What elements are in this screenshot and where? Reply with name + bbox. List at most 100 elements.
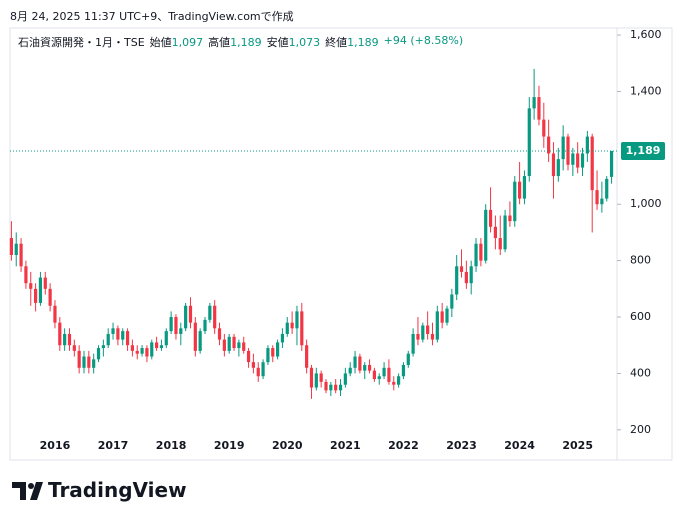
candle-body <box>305 345 309 368</box>
candle-body <box>227 336 231 351</box>
field-value: 1,189 <box>230 36 262 49</box>
y-tick-label: 400 <box>630 366 651 379</box>
candle-body <box>392 381 396 385</box>
field-value: 1,189 <box>347 36 379 49</box>
candle-body <box>213 305 217 329</box>
change: +94 (+8.58%) <box>383 34 464 47</box>
candle-body <box>169 317 173 332</box>
candle-body <box>411 333 415 354</box>
candle-body <box>295 311 299 329</box>
candle-body <box>532 97 536 109</box>
candle-body <box>300 311 304 346</box>
candle-body <box>280 333 285 343</box>
candle-body <box>537 97 541 120</box>
caption: 8月 24, 2025 11:37 UTC+9、TradingView.comで… <box>10 10 294 23</box>
candle-body <box>367 364 372 371</box>
candle-body <box>43 277 47 289</box>
candle-body <box>188 305 193 323</box>
candle-body <box>508 215 512 222</box>
candle-body <box>34 288 38 303</box>
symbol-title: 石油資源開発・1月・TSE <box>18 36 145 49</box>
candle-body <box>164 331 168 346</box>
candle-body <box>193 322 197 351</box>
candle-body <box>513 181 517 222</box>
candle-body <box>377 376 381 380</box>
y-tick-label: 1,000 <box>630 197 662 210</box>
candle-body <box>135 350 139 354</box>
candle-body <box>314 373 318 388</box>
candle-body <box>155 342 159 349</box>
candle-body <box>121 331 125 340</box>
candle-body <box>9 238 13 255</box>
candle-body <box>309 367 314 388</box>
candle-body <box>276 342 280 357</box>
candle-body <box>87 356 91 368</box>
x-tick-label: 2021 <box>330 439 361 452</box>
candle-body <box>547 136 551 154</box>
candle-body <box>29 283 33 289</box>
candle-body <box>130 345 134 351</box>
candle-body <box>145 348 149 357</box>
x-tick-label: 2017 <box>98 439 129 452</box>
x-tick-label: 2016 <box>40 439 71 452</box>
candle-body <box>324 381 328 391</box>
candle-body <box>96 348 101 360</box>
candle-body <box>92 359 96 368</box>
candle-body <box>585 136 589 154</box>
candle-body <box>580 153 585 168</box>
candle-body <box>343 373 347 385</box>
candle-body <box>237 342 241 349</box>
candle-body <box>150 342 154 357</box>
field-label: 始値 <box>149 36 172 49</box>
y-tick-label: 1,400 <box>630 84 662 97</box>
candle-body <box>19 243 23 267</box>
candle-body <box>125 331 130 346</box>
price-tag-label: 1,189 <box>626 144 661 157</box>
candle-body <box>474 243 478 267</box>
candle-body <box>372 370 376 380</box>
y-tick-label: 200 <box>630 423 651 436</box>
candle-body <box>406 353 410 365</box>
candle-body <box>338 384 343 391</box>
candle-body <box>217 328 222 340</box>
price-tag <box>621 141 665 160</box>
candle-body <box>387 367 391 382</box>
candle-body <box>551 153 556 177</box>
candle-body <box>459 266 464 272</box>
candle-body <box>445 308 449 323</box>
candle-body <box>232 336 236 349</box>
ohlc-field: 終値1,189 <box>325 34 379 50</box>
candle-body <box>590 136 594 191</box>
candle-body <box>285 322 289 334</box>
candle-body <box>53 305 57 323</box>
candle-body <box>609 150 614 177</box>
candle-body <box>556 159 560 177</box>
candle-body <box>261 362 265 377</box>
candle-body <box>353 356 357 368</box>
ohlc-field: 始値1,097 <box>150 34 204 50</box>
candle-body <box>242 342 246 351</box>
candle-body <box>38 277 43 303</box>
candle-body <box>498 238 502 250</box>
candle-body <box>82 356 86 368</box>
candle-body <box>48 288 52 306</box>
candle-body <box>58 322 62 346</box>
candle-body <box>174 317 178 334</box>
candle-body <box>382 367 386 377</box>
candle-body <box>479 243 483 261</box>
candle-body <box>503 215 507 250</box>
candle-body <box>358 356 362 371</box>
candle-body <box>251 362 255 368</box>
candle-body <box>571 153 575 165</box>
candle-body <box>348 367 352 374</box>
field-label: 高値 <box>208 36 231 49</box>
candle-body <box>101 345 105 349</box>
candle-body <box>319 373 323 382</box>
candle-body <box>493 226 497 239</box>
candle-body <box>256 367 260 377</box>
candle-body <box>542 119 546 137</box>
candle-body <box>416 333 420 340</box>
candle-body <box>203 319 207 332</box>
header: 石油資源開発・1月・TSE 始値1,097 高値1,189 安値1,073 終値1,18… <box>18 34 463 50</box>
